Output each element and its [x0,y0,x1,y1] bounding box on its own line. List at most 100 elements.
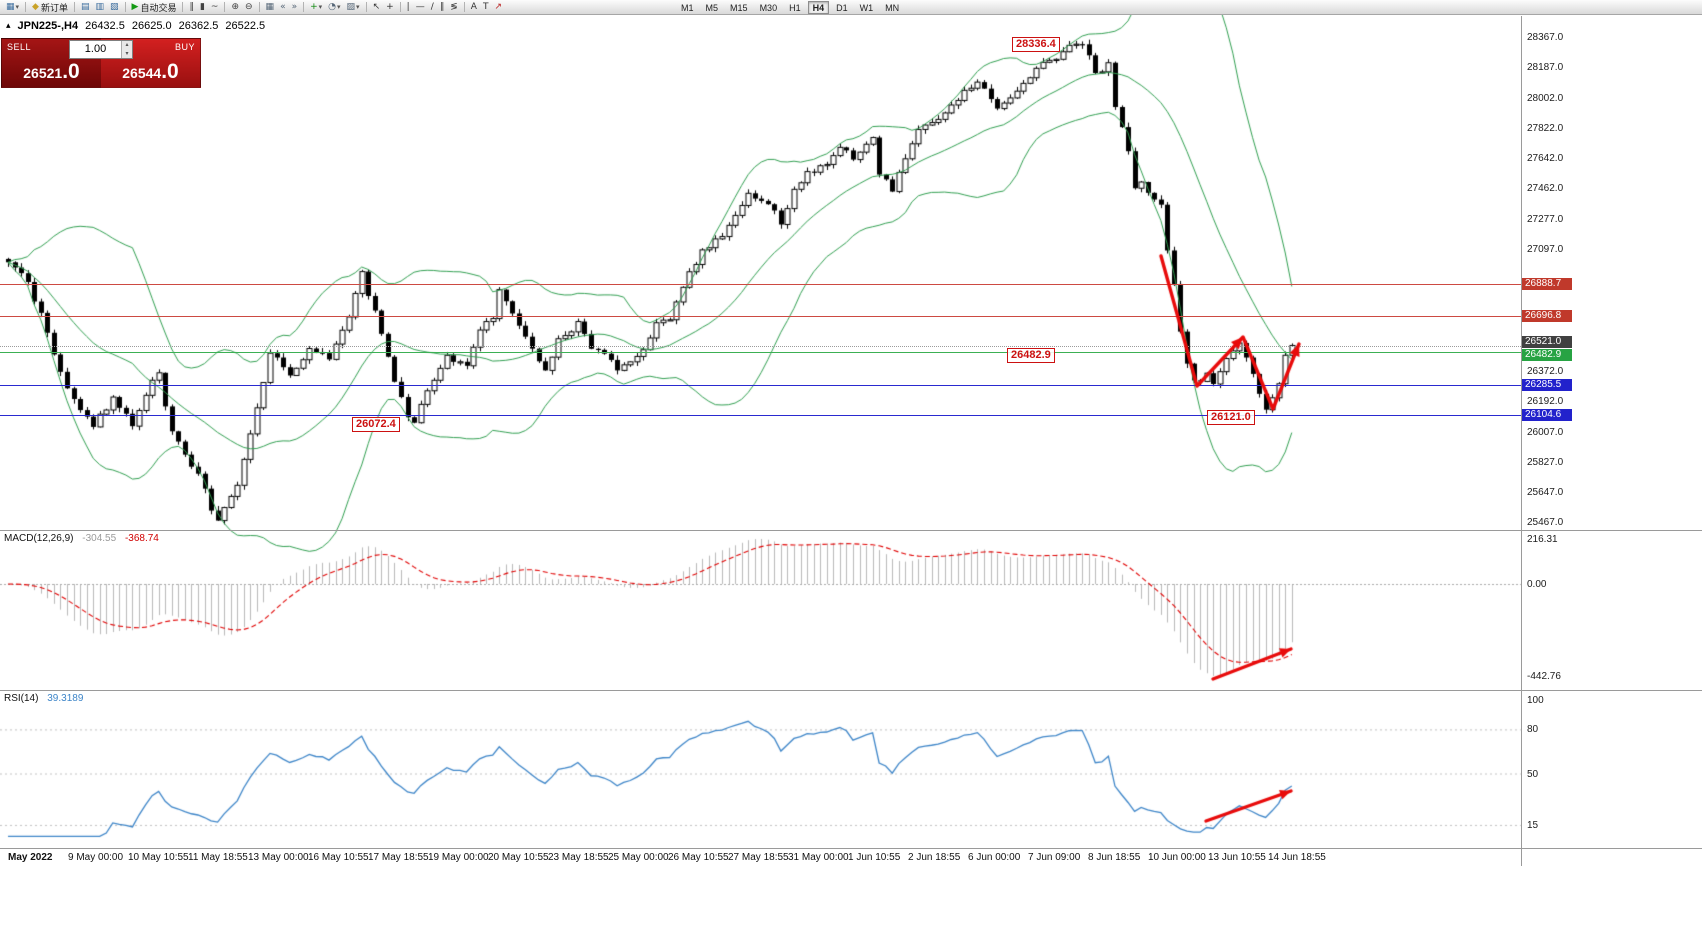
autotrading-button-label: 自动交易 [140,2,177,13]
horizontal-line-icon-glyph: — [415,1,425,12]
text-icon-glyph: A [470,1,477,12]
channel-icon[interactable]: ∥ [438,1,447,14]
indicators-icon[interactable]: + ▾ [308,1,324,14]
text-icon[interactable]: A [469,1,479,14]
navigator-icon[interactable]: ▧ [108,1,121,14]
indicators-icon-caret[interactable]: ▾ [318,3,323,11]
timeframe-switcher: M1 M5 M15 M30 H1 H4 D1 W1 MN [675,0,905,14]
indicators-icon-glyph: + [310,1,318,12]
buy-label: BUY [174,42,195,52]
templates-icon[interactable]: ▨ ▾ [345,1,362,14]
chart-shift-icon[interactable]: » [290,1,300,14]
zoom-out-icon[interactable]: ⊖ [243,1,255,14]
fibonacci-icon[interactable]: ≶ [448,1,460,14]
sell-price-main: 26521 [23,65,63,81]
one-click-collapse-icon[interactable]: ▴ [6,21,11,31]
timeframe-button-m5[interactable]: M5 [705,2,719,13]
toolbar-separator [258,2,260,12]
cursor-icon-glyph: ↖ [372,1,381,12]
vertical-line-icon-glyph: | [406,1,410,12]
macd-value-signal: -368.74 [124,533,159,544]
timeframe-button-h4[interactable]: H4 [807,0,830,14]
main-toolbar: ▦ ▾ ◆ 新订单 ▤ ▥ ▧ ▶ 自动交易 ‖ ▮ ~ ⊕ ⊖ ▦ «» + ▾ ◔ ▾ ▨ ▾ ↖ + | — / ∥ ≶ A T ↗ M1… [0,0,1702,15]
macd-value-main: -304.55 [82,533,117,544]
new-order-button-label: 新订单 [40,2,68,13]
buy-price-fraction: .0 [161,60,179,83]
macd-indicator-header: MACD(12,26,9) -304.55 -368.74 [4,533,159,544]
timeframe-button-m30[interactable]: M30 [759,2,778,13]
new-order-button[interactable]: ◆ 新订单 [30,1,70,14]
templates-icon-caret[interactable]: ▾ [356,3,360,11]
arrows-icon[interactable]: ↗ [492,1,504,14]
volume-spinner: ▴ ▾ [121,41,132,58]
zoom-in-icon[interactable]: ⊕ [229,1,241,14]
timeframe-button-mn[interactable]: MN [885,2,900,13]
toolbar-separator [365,2,367,12]
fibonacci-icon-glyph: ≶ [450,1,458,12]
timeframe-button-m1[interactable]: M1 [681,2,694,13]
toolbar-separator [399,2,401,12]
market-watch-icon[interactable]: ▤ [79,1,92,14]
zoom-in-icon-glyph: ⊕ [231,1,239,12]
ohlc-low: 26362.5 [178,20,219,32]
rsi-indicator-header: RSI(14) 39.3189 [4,693,83,704]
crosshair-icon-glyph: + [386,1,394,12]
horizontal-line-icon[interactable]: — [414,1,427,14]
auto-scroll-icon[interactable]: « [278,1,288,14]
buy-price: 26544.0 [101,60,200,84]
crosshair-icon[interactable]: + [384,1,396,14]
toolbar-separator [224,2,226,12]
rsi-value: 39.3189 [47,693,84,704]
label-icon[interactable]: T [481,1,491,14]
buy-price-main: 26544 [122,65,162,81]
data-window-icon[interactable]: ▥ [93,1,106,14]
tile-windows-icon-glyph: ▦ [265,1,275,12]
toolbar-separator [124,2,126,12]
arrows-icon-glyph: ↗ [494,1,503,12]
volume-input[interactable]: 1.00 ▴ ▾ [69,40,133,59]
chart-header: ▴ JPN225-,H4 26432.5 26625.0 26362.5 265… [6,20,265,32]
autotrading-button-glyph: ▶ [131,1,139,12]
price-axis-separator [1521,16,1522,866]
market-watch-icon-glyph: ▤ [80,1,90,12]
volume-value: 1.00 [84,43,107,55]
periods-icon-caret[interactable]: ▾ [337,3,341,11]
new-chart-button-glyph: ▦ [6,1,15,12]
ohlc-high: 26625.0 [131,20,172,32]
volume-decrease-button[interactable]: ▾ [122,49,132,58]
new-chart-button-caret[interactable]: ▾ [15,3,20,11]
tile-windows-icon[interactable]: ▦ [264,1,277,14]
symbol-period-label: JPN225-,H4 [17,20,79,32]
ohlc-open: 26432.5 [85,20,125,32]
timeframe-button-w1[interactable]: W1 [859,2,874,13]
toolbar-separator [303,2,305,12]
chart-shift-icon-glyph: » [291,1,298,12]
timeframe-button-m15[interactable]: M15 [730,2,748,13]
line-chart-icon[interactable]: ~ [209,1,221,14]
candlestick-chart-icon[interactable]: ▮ [198,1,207,14]
vertical-line-icon[interactable]: | [405,1,412,14]
volume-increase-button[interactable]: ▴ [122,41,132,50]
autotrading-button[interactable]: ▶ 自动交易 [130,1,179,14]
periods-icon-glyph: ◔ [328,1,337,12]
templates-icon-glyph: ▨ [346,1,356,12]
toolbar-separator [182,2,184,12]
sell-price-fraction: .0 [62,60,80,83]
trendline-icon-glyph: / [430,1,434,12]
periods-icon[interactable]: ◔ ▾ [326,1,342,14]
sell-label: SELL [7,42,32,52]
candlestick-chart-icon-glyph: ▮ [199,1,205,12]
timeframe-button-d1[interactable]: D1 [836,2,848,13]
new-chart-button[interactable]: ▦ ▾ [4,1,21,14]
trendline-icon[interactable]: / [429,1,436,14]
toolbar-separator [463,2,465,12]
timeframe-button-h1[interactable]: H1 [789,2,801,13]
bar-chart-icon[interactable]: ‖ [187,1,196,14]
cursor-icon[interactable]: ↖ [371,1,383,14]
panel-separator-main-macd[interactable] [0,530,1702,531]
panel-separator-macd-rsi[interactable] [0,690,1702,691]
panel-separator-rsi-timeaxis [0,848,1702,849]
rsi-label: RSI(14) [4,693,39,704]
